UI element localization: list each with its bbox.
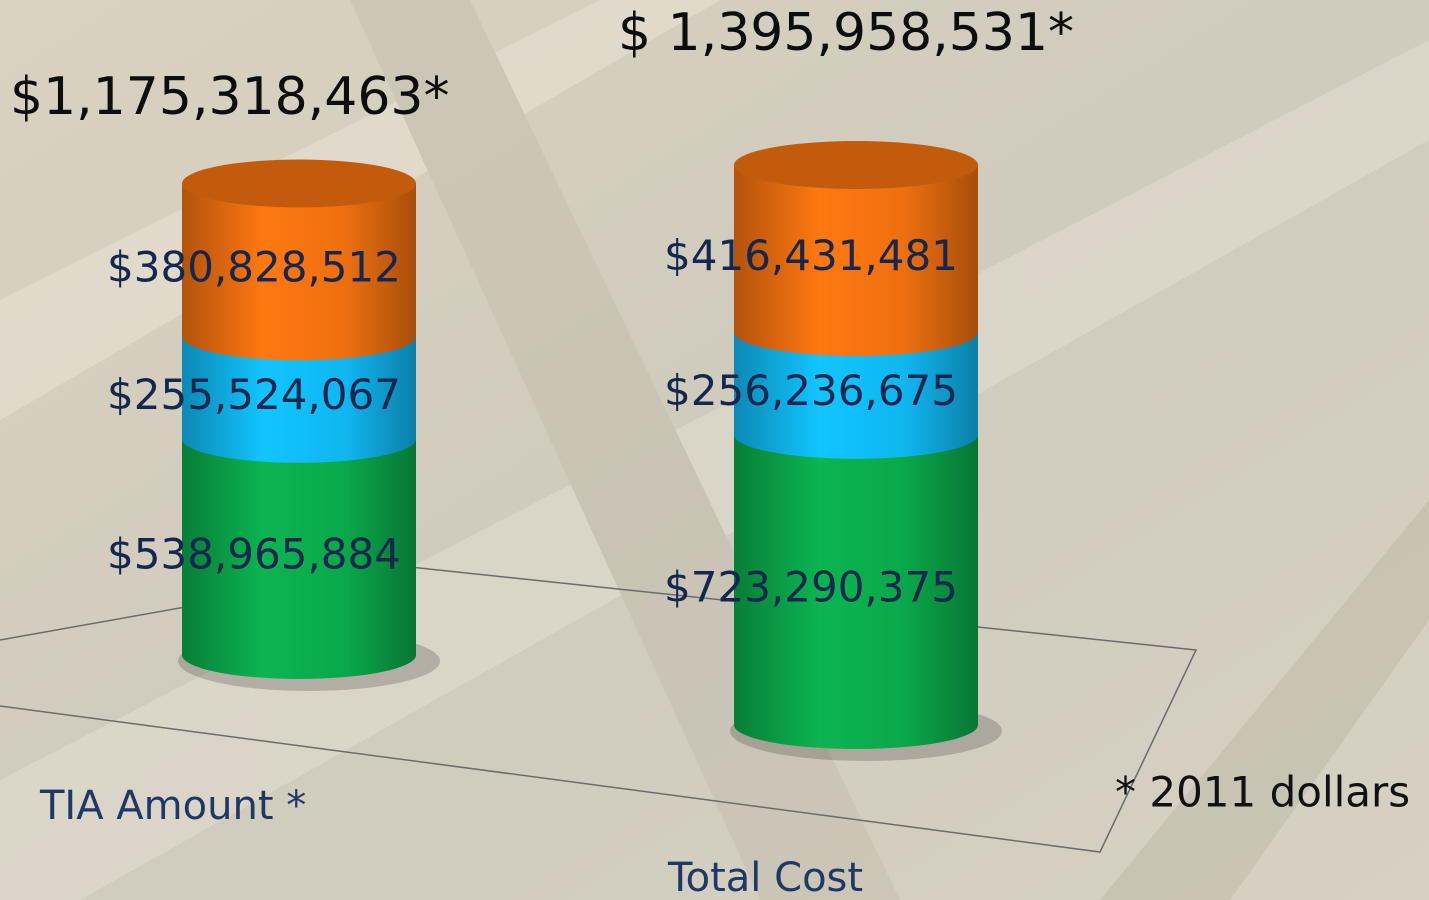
cylinder-top	[182, 160, 416, 208]
chart: $538,965,884 $255,524,067 $380,828,512 $723…	[0, 0, 1429, 900]
category-label: Total Cost	[667, 855, 863, 900]
cylinder-top	[734, 141, 978, 189]
total-label: $1,175,318,463*	[10, 67, 450, 127]
value-label: $538,965,884	[107, 529, 401, 578]
page: $538,965,884 $255,524,067 $380,828,512 $723…	[0, 0, 1429, 900]
value-label: $416,431,481	[664, 231, 958, 280]
value-label: $256,236,675	[664, 366, 958, 415]
category-label: TIA Amount *	[39, 783, 306, 829]
value-label: $255,524,067	[107, 370, 401, 419]
total-label: $ 1,395,958,531*	[618, 3, 1074, 63]
value-label: $380,828,512	[107, 242, 401, 291]
value-label: $723,290,375	[664, 562, 958, 611]
footnote: * 2011 dollars	[1115, 768, 1410, 817]
